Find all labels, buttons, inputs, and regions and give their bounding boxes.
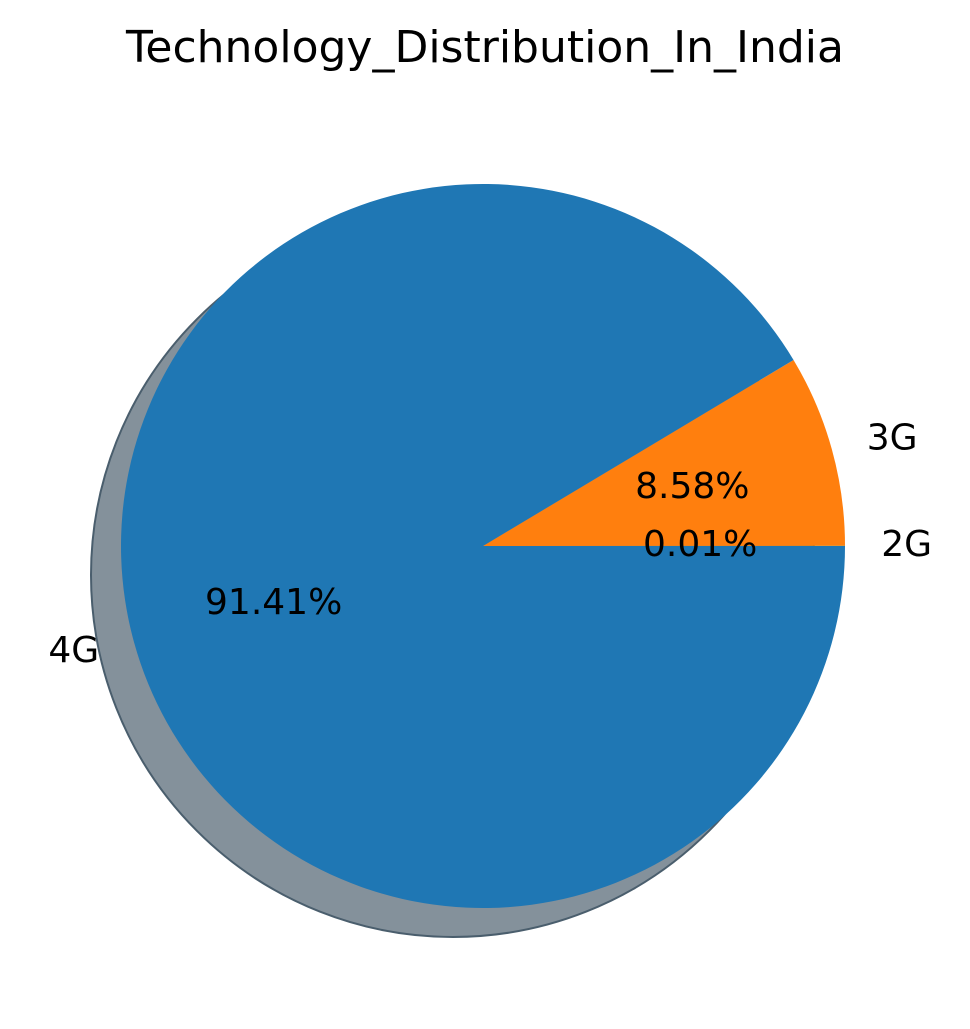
- pie-label-4g: 4G: [48, 630, 99, 671]
- pie-slices: [121, 184, 845, 908]
- pie-percent-3g: 8.58%: [635, 466, 749, 507]
- pie-labels: 2G 0.01% 3G 8.58% 4G 91.41%: [48, 418, 932, 671]
- pie-slice-4g: [121, 184, 845, 908]
- chart-title: Technology_Distribution_In_India: [125, 22, 844, 73]
- pie-percent-2g: 0.01%: [643, 524, 757, 565]
- pie-slice-3g: [483, 359, 845, 546]
- pie-label-3g: 3G: [867, 418, 918, 459]
- pie-percent-4g: 91.41%: [205, 582, 342, 623]
- pie-label-2g: 2G: [881, 524, 932, 565]
